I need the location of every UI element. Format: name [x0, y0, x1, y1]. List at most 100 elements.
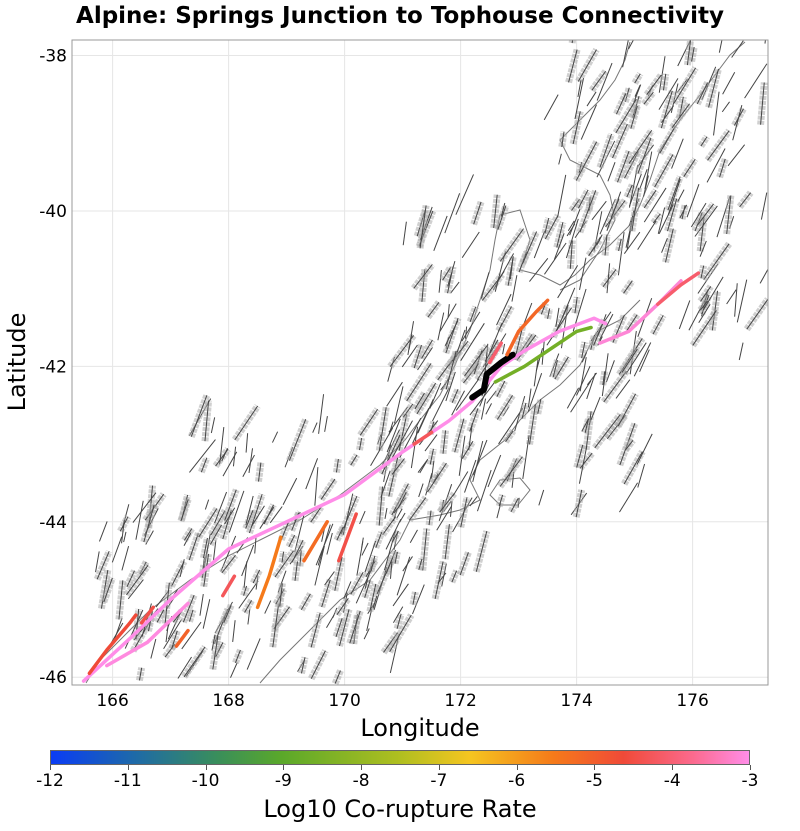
fault-section-waimea-north[interactable]: Waimea north	[487, 341, 503, 365]
background-fault	[628, 130, 653, 164]
x-tick-label: 172	[444, 691, 476, 711]
background-fault	[366, 608, 373, 631]
background-fault	[369, 583, 377, 612]
background-fault	[700, 136, 708, 147]
fault-section-fiordland-3[interactable]: Fiordland 3	[174, 628, 190, 648]
background-fault	[179, 559, 185, 578]
background-fault	[605, 200, 626, 228]
background-fault	[95, 551, 100, 573]
background-fault	[418, 558, 423, 570]
background-fault	[126, 570, 135, 588]
background-fault	[722, 71, 736, 95]
fault-section-fiordland-2[interactable]: Fiordland 2	[139, 605, 155, 625]
background-fault	[643, 190, 657, 209]
background-fault	[449, 501, 453, 517]
background-fault	[118, 580, 124, 620]
background-fault	[686, 184, 700, 218]
background-fault	[623, 280, 633, 294]
background-fault	[418, 483, 424, 498]
background-fault	[575, 141, 598, 181]
background-fault	[444, 193, 461, 234]
background-fault	[245, 495, 254, 525]
background-fault	[202, 537, 208, 559]
fault-section-alpine-springs-junction-to-tophouse[interactable]: Alpine: Springs Junction to Tophouse	[469, 351, 516, 401]
fault-section-fiordland-1[interactable]: Fiordland 1	[87, 613, 138, 676]
background-fault	[438, 270, 442, 293]
background-fault	[702, 276, 724, 311]
background-fault	[343, 581, 352, 599]
fault-section-otago-range-b[interactable]: Otago range B	[302, 520, 329, 563]
background-fault	[340, 495, 358, 535]
background-fault	[243, 561, 248, 588]
background-fault	[386, 381, 403, 407]
background-fault	[424, 434, 438, 452]
background-fault	[321, 579, 331, 608]
background-fault	[183, 528, 193, 541]
background-fault	[294, 561, 298, 581]
background-fault	[671, 103, 690, 128]
colorbar-tick-label: -12	[36, 771, 64, 791]
fault-section-otago-range-c[interactable]: Otago range C	[337, 512, 358, 563]
background-fault	[189, 439, 216, 473]
background-fault	[336, 598, 349, 616]
fault-section-canterbury[interactable]: Canterbury	[412, 430, 434, 446]
background-fault	[464, 459, 477, 493]
fault-section-wairau[interactable]: Wairau	[470, 316, 608, 404]
background-fault	[615, 379, 631, 399]
background-fault	[738, 342, 744, 361]
fault-section-otago-range-a[interactable]: Otago range A	[255, 535, 283, 610]
background-fault	[612, 123, 628, 159]
background-fault	[291, 539, 304, 563]
background-fault	[439, 493, 455, 513]
background-fault	[497, 205, 507, 230]
background-fault	[496, 293, 512, 326]
background-fault	[234, 405, 259, 441]
background-fault	[370, 555, 376, 572]
fault-section-alpine-south-coast-[interactable]: Alpine (south coast)	[105, 601, 190, 668]
background-fault	[586, 372, 596, 400]
fault-section-wairarapa[interactable]: Wairarapa	[656, 271, 701, 306]
background-fault	[700, 286, 712, 302]
background-fault	[412, 584, 425, 615]
background-fault	[429, 382, 442, 409]
background-fault	[460, 323, 485, 361]
background-fault	[596, 62, 613, 101]
fault-section-alpine-main-[interactable]: Alpine (main)	[81, 399, 474, 683]
background-fault	[455, 378, 480, 411]
background-fault	[511, 275, 518, 302]
background-fault	[557, 265, 579, 299]
background-fault	[177, 656, 192, 679]
background-fault	[320, 478, 336, 500]
background-fault	[690, 202, 707, 228]
background-fault	[171, 630, 178, 650]
background-fault	[569, 240, 573, 269]
background-fault	[464, 326, 468, 339]
background-fault	[211, 634, 216, 651]
colorbar-tick-label: -8	[352, 771, 370, 791]
y-tick-label: -40	[39, 202, 67, 222]
background-fault	[625, 342, 647, 375]
fault-section-fiordland-4[interactable]: Fiordland 4	[221, 574, 237, 598]
fault-section-clarence[interactable]: Clarence	[493, 325, 593, 384]
background-fault	[214, 491, 228, 524]
background-fault	[578, 445, 588, 484]
background-fault	[736, 279, 748, 323]
fault-section-waimea[interactable]: Waimea	[505, 298, 550, 357]
background-fault	[657, 207, 666, 235]
background-fault	[204, 499, 210, 510]
background-fault	[667, 176, 681, 211]
background-fault	[451, 388, 459, 403]
colorbar-tick-label: -11	[113, 771, 142, 791]
background-fault	[241, 544, 255, 577]
background-fault	[527, 373, 543, 412]
background-fault	[574, 78, 585, 120]
background-fault	[244, 600, 253, 613]
map-body: Alpine (main)Alpine (south coast) WairauA…	[81, 40, 768, 685]
background-fault	[372, 595, 378, 609]
background-fault	[459, 552, 469, 576]
background-fault	[431, 460, 435, 479]
background-fault	[510, 498, 519, 513]
background-fault	[686, 40, 692, 66]
background-fault	[727, 144, 746, 167]
